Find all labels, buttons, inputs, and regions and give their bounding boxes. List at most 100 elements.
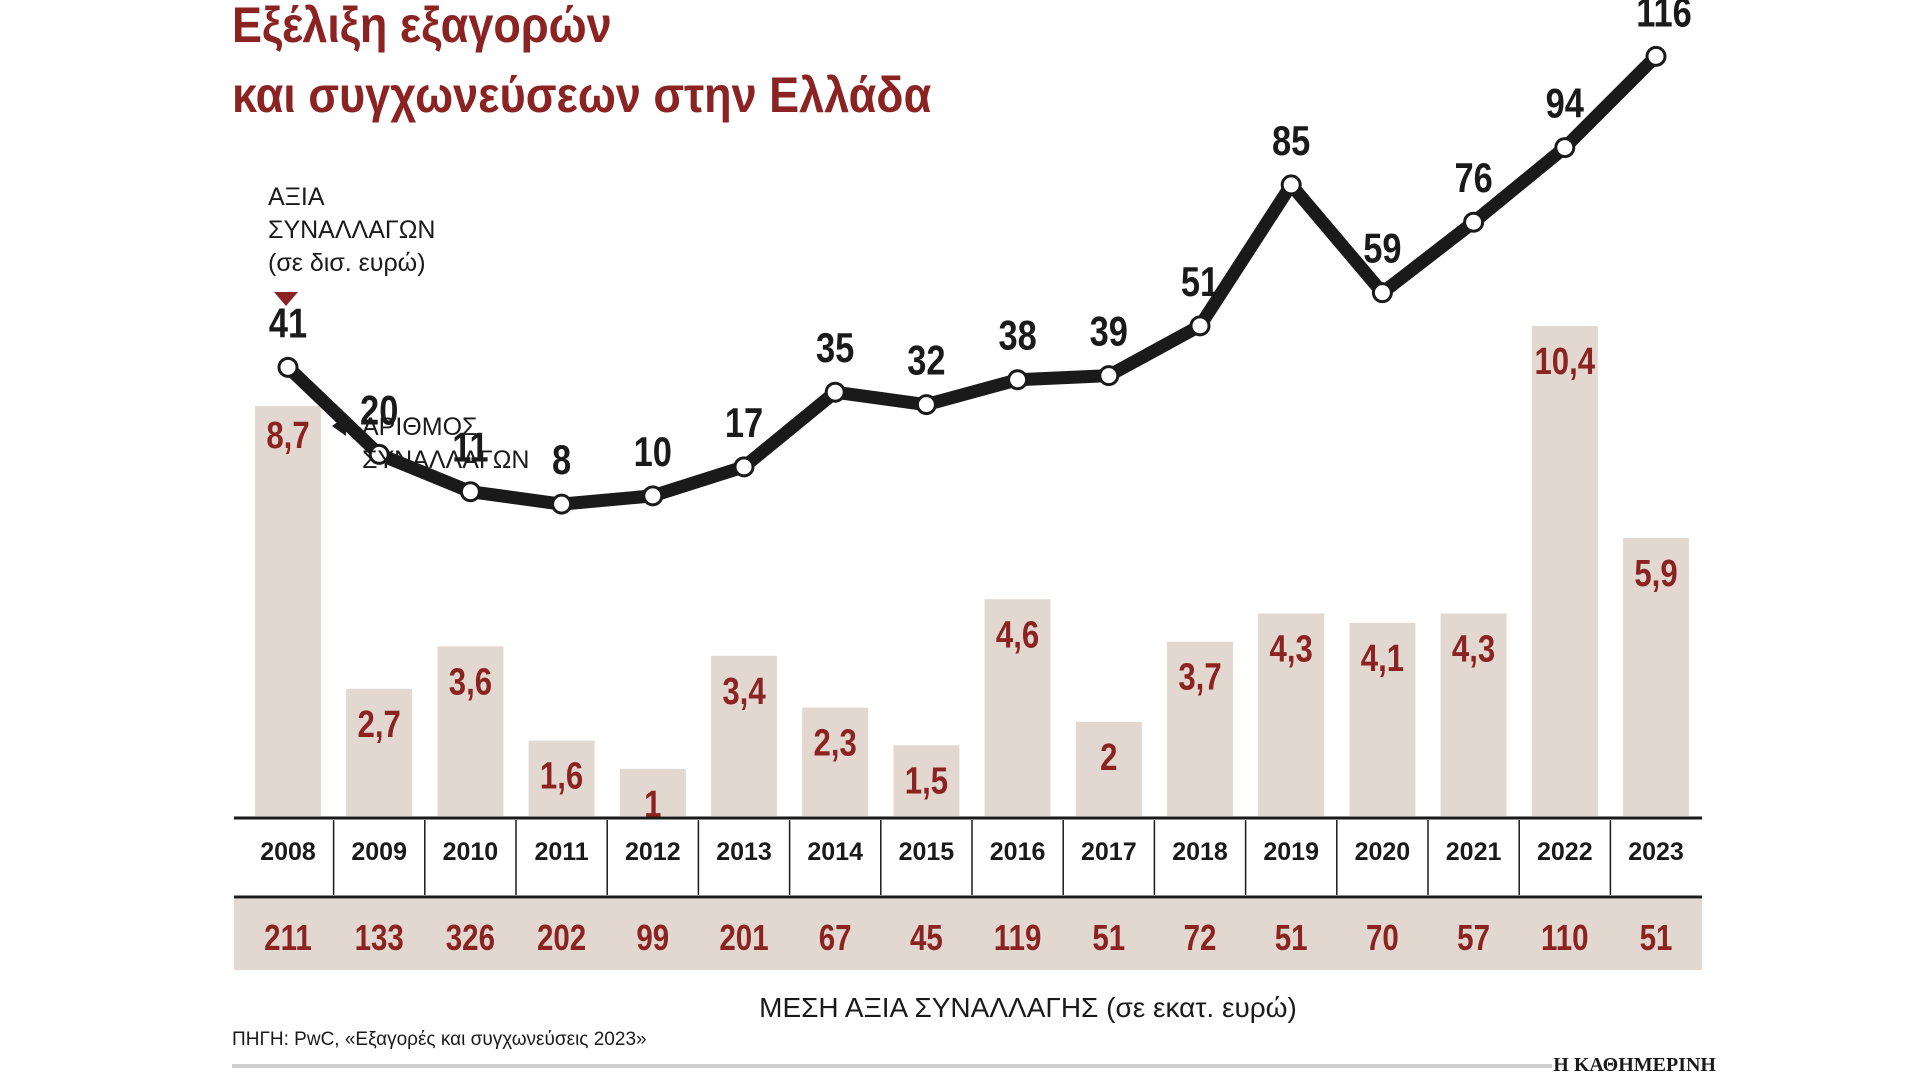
line-point-2013 (733, 456, 755, 478)
bar-legend-line2: ΣΥΝΑΛΛΑΓΩΝ (268, 216, 435, 244)
bar-2018 (1167, 641, 1233, 816)
line-label-2022: 94 (1546, 80, 1585, 127)
bar-label-2013: 3,4 (722, 671, 766, 713)
year-label-2015: 2015 (899, 838, 955, 866)
line-point-2021 (1463, 211, 1485, 233)
bar-2013 (711, 655, 777, 816)
year-label-2013: 2013 (716, 838, 772, 866)
brand-logo: Η ΚΑΘΗΜΕΡΙΝΗ (1553, 1054, 1716, 1076)
avg-value-2017: 51 (1092, 917, 1125, 957)
bar-legend-line3: (σε δισ. ευρώ) (268, 249, 426, 277)
bar-label-2018: 3,7 (1178, 657, 1221, 699)
year-label-2017: 2017 (1081, 838, 1137, 866)
year-row: 2008 2009 2010 2011 2012 2013 2014 2015 2016 2017… (260, 820, 1684, 895)
bar-label-2010: 3,6 (449, 662, 492, 704)
year-label-2010: 2010 (443, 838, 499, 866)
year-label-2011: 2011 (534, 838, 588, 866)
avg-value-band (234, 899, 1702, 970)
bar-2012 (619, 768, 686, 816)
year-label-2021: 2021 (1446, 838, 1502, 866)
avg-value-2021: 57 (1457, 917, 1490, 957)
bar-label-2017: 2 (1100, 737, 1117, 779)
bar-2010 (437, 646, 504, 816)
bar-2016 (984, 599, 1051, 816)
line-legend-line2: ΣΥΝΑΛΛΑΓΩΝ (362, 446, 529, 474)
bar-2008 (255, 406, 321, 816)
year-label-2014: 2014 (807, 838, 863, 866)
bar-label-2020: 4,1 (1361, 638, 1404, 680)
avg-value-2011: 202 (537, 917, 586, 957)
line-label-2019: 85 (1272, 118, 1310, 165)
avg-value-2020: 70 (1366, 917, 1399, 957)
line-legend-pointer-icon (332, 416, 346, 436)
line-point-2015 (915, 394, 937, 416)
avg-value-caption: ΜΕΣΗ ΑΞΙΑ ΣΥΝΑΛΛΑΓΗΣ (σε εκατ. ευρώ) (759, 992, 1297, 1023)
avg-value-2012: 99 (636, 917, 669, 957)
line-label-2016: 38 (998, 313, 1036, 360)
avg-value-2014: 67 (819, 917, 852, 957)
line-label-2020: 59 (1363, 226, 1401, 273)
line-label-2015: 32 (907, 337, 945, 384)
line-point-2010 (459, 481, 481, 503)
bar-2020 (1349, 622, 1416, 816)
line-label-2012: 10 (634, 429, 672, 476)
line-point-2018 (1189, 315, 1211, 337)
line-point-2011 (551, 493, 573, 515)
line-legend-line1: ΑΡΙΘΜΟΣ (362, 413, 477, 441)
line-label-2023: 116 (1636, 0, 1692, 36)
bar-label-2016: 4,6 (996, 614, 1039, 656)
line-label-2010: 11 (452, 425, 488, 472)
chart-title-line1: Εξέλιξη εξαγορών (232, 0, 612, 54)
bar-label-2011: 1,6 (540, 756, 583, 798)
bar-legend: ΑΞΙΑ ΣΥΝΑΛΛΑΓΩΝ (σε δισ. ευρώ) (268, 183, 435, 277)
line-point-2023 (1645, 45, 1667, 67)
avg-value-2016: 119 (994, 917, 1042, 957)
bar-2011 (528, 740, 595, 816)
bar-label-2014: 2,3 (814, 723, 857, 765)
line-point-2008 (277, 356, 299, 378)
avg-value-row: 211 133 326 202 99 201 67 45 119 51 72 51 70 57 110 51 (264, 917, 1672, 957)
line-point-2019 (1280, 174, 1302, 196)
line-group (277, 45, 1667, 515)
bar-2022 (1531, 326, 1598, 816)
footer-rule (232, 1064, 1552, 1068)
bar-2014 (802, 707, 869, 816)
bar-label-2021: 4,3 (1452, 629, 1495, 671)
year-label-2012: 2012 (625, 838, 681, 866)
line-point-2020 (1371, 282, 1393, 304)
bar-label-2019: 4,3 (1270, 629, 1313, 671)
year-label-2019: 2019 (1263, 838, 1319, 866)
line-label-2013: 17 (725, 400, 763, 447)
line-point-2014 (824, 381, 846, 403)
bar-label-2008: 8,7 (266, 415, 309, 457)
avg-value-2010: 326 (446, 917, 495, 957)
avg-value-2009: 133 (355, 917, 404, 957)
line-label-2021: 76 (1454, 155, 1492, 202)
line-labels-group: 41 20 11 8 10 17 35 32 38 39 51 85 59 76 94 116 (269, 0, 1692, 484)
avg-value-2022: 110 (1541, 917, 1589, 957)
line-point-2017 (1098, 365, 1120, 387)
bar-legend-pointer-icon (274, 292, 298, 306)
line-label-2014: 35 (816, 325, 854, 372)
bar-2017 (1075, 721, 1142, 816)
bar-label-2009: 2,7 (358, 704, 401, 746)
line-point-2022 (1554, 137, 1576, 159)
line-label-2008: 41 (269, 300, 307, 347)
bar-2021 (1440, 613, 1507, 816)
line-point-2009 (368, 443, 390, 465)
year-label-2020: 2020 (1355, 838, 1411, 866)
avg-value-2013: 201 (719, 917, 768, 957)
bars-group (255, 326, 1689, 816)
avg-value-2015: 45 (910, 917, 943, 957)
line-label-2018: 51 (1181, 259, 1219, 306)
line-label-2009: 20 (360, 387, 398, 434)
year-label-2008: 2008 (260, 838, 316, 866)
avg-value-2019: 51 (1275, 917, 1308, 957)
line-point-2012 (642, 485, 664, 507)
avg-value-2008: 211 (264, 917, 312, 957)
line-label-2017: 39 (1090, 308, 1128, 355)
bar-label-2015: 1,5 (905, 761, 948, 803)
bar-2023 (1623, 538, 1689, 816)
line-legend: ΑΡΙΘΜΟΣ ΣΥΝΑΛΛΑΓΩΝ (362, 413, 529, 474)
